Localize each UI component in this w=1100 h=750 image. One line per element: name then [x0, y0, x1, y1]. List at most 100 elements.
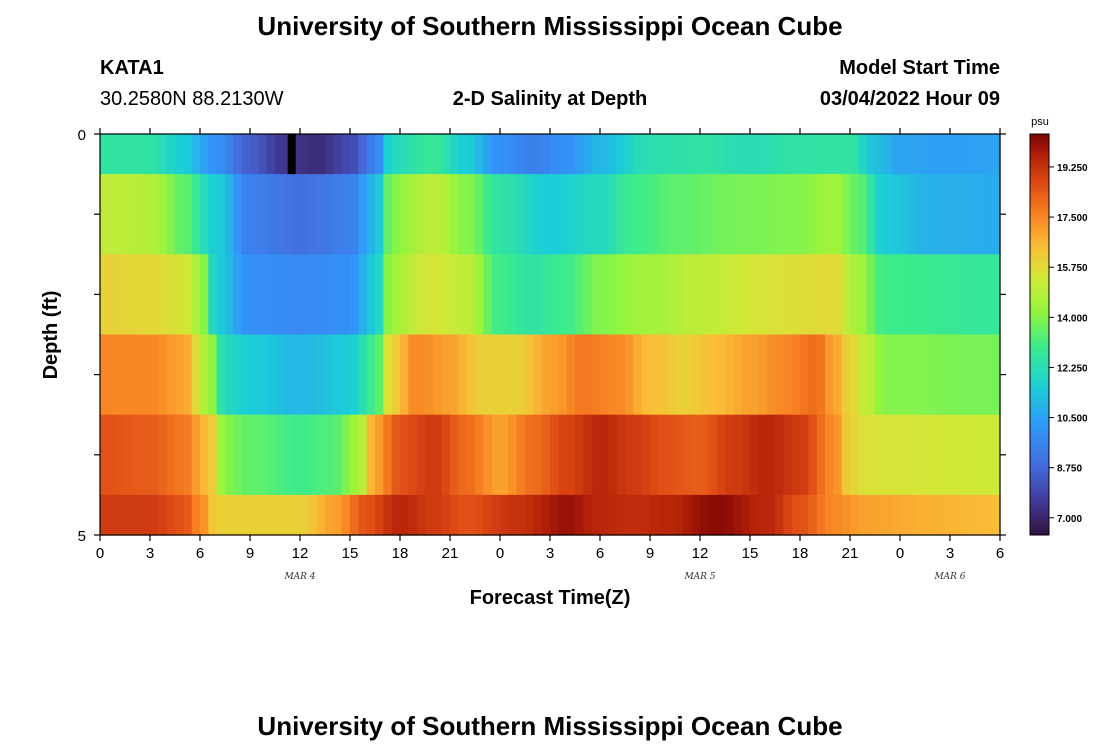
- heatmap-cell: [425, 414, 434, 496]
- heatmap-cell: [175, 414, 184, 496]
- heatmap-cell: [450, 134, 459, 175]
- heatmap-cell: [325, 254, 334, 336]
- heatmap-cell: [225, 134, 234, 175]
- colorbar-ticks: 7.000 8.750 10.500 12.250 14.000 15.750 17.500…: [1049, 163, 1088, 525]
- heatmap-cell: [858, 494, 868, 536]
- heatmap-cell: [983, 134, 993, 175]
- heatmap-cell: [458, 174, 468, 255]
- heatmap-cell: [841, 254, 851, 336]
- heatmap-cell: [591, 174, 601, 255]
- heatmap-cell: [975, 494, 984, 536]
- heatmap-cell: [633, 414, 643, 496]
- heatmap-cell: [358, 134, 368, 175]
- x-tick-label: 0: [496, 545, 504, 562]
- heatmap-cell: [216, 134, 226, 175]
- heatmap-cell: [491, 494, 501, 536]
- heatmap-cell: [350, 174, 359, 255]
- heatmap-cell: [908, 494, 918, 536]
- heatmap-cell: [466, 414, 476, 496]
- heatmap-cell: [558, 134, 568, 175]
- heatmap-cell: [400, 134, 409, 175]
- x-tick-label: 18: [792, 545, 809, 562]
- heatmap-cell: [616, 414, 626, 496]
- heatmap-cell: [808, 134, 818, 175]
- heatmap-cell: [350, 334, 359, 416]
- heatmap-cell: [441, 254, 451, 336]
- colorbar-unit: psu: [1031, 116, 1049, 128]
- heatmap-cell: [425, 134, 434, 175]
- x-tick-label: 12: [692, 545, 709, 562]
- heatmap-cell: [125, 174, 134, 255]
- heatmap-cell: [250, 174, 259, 255]
- heatmap-cell: [683, 334, 693, 416]
- heatmap-cell: [975, 174, 984, 255]
- heatmap-cell: [191, 254, 201, 336]
- heatmap-cell: [758, 494, 768, 536]
- heatmap-cell: [533, 414, 543, 496]
- heatmap-cell: [766, 134, 776, 175]
- heatmap-cell: [850, 494, 859, 536]
- heatmap-cell: [808, 334, 818, 416]
- heatmap-cell: [658, 134, 668, 175]
- heatmap-cell: [550, 414, 559, 496]
- heatmap-cell: [166, 254, 176, 336]
- heatmap-cell: [733, 414, 743, 496]
- heatmap-cell: [200, 174, 209, 255]
- heatmap-cell: [775, 414, 784, 496]
- x-tick-label: 15: [342, 545, 359, 562]
- heatmap-cell: [150, 174, 159, 255]
- heatmap-cell: [908, 174, 918, 255]
- heatmap-cell: [341, 494, 351, 536]
- heatmap-cell: [375, 134, 384, 175]
- heatmap-cell: [800, 174, 809, 255]
- heatmap-cell: [425, 494, 434, 536]
- heatmap-cell: [391, 414, 401, 496]
- heatmap-cell: [133, 414, 143, 496]
- heatmap-cell: [633, 494, 643, 536]
- heatmap-cell: [283, 414, 293, 496]
- heatmap-cell: [650, 254, 659, 336]
- heatmap-cell: [450, 254, 459, 336]
- heatmap-cell: [633, 134, 643, 175]
- heatmap-cell: [375, 334, 384, 416]
- heatmap-cell: [841, 174, 851, 255]
- heatmap-cell: [258, 494, 268, 536]
- heatmap-cell: [708, 254, 718, 336]
- heatmap-cell: [250, 414, 259, 496]
- heatmap-cell: [866, 414, 876, 496]
- heatmap-cell: [208, 174, 218, 255]
- colorbar-tick-label: 8.750: [1057, 464, 1082, 475]
- heatmap-cell: [383, 134, 393, 175]
- heatmap-cell: [116, 334, 126, 416]
- heatmap-cell: [866, 494, 876, 536]
- heatmap-cell: [508, 134, 518, 175]
- x-axis-label: Forecast Time(Z): [470, 587, 631, 609]
- heatmap-cell: [866, 334, 876, 416]
- heatmap-cell: [441, 174, 451, 255]
- heatmap-cell: [316, 174, 326, 255]
- heatmap-cell: [158, 494, 168, 536]
- heatmap-cell: [125, 254, 134, 336]
- heatmap-cell: [375, 254, 384, 336]
- day-label: MAR 6: [933, 572, 965, 582]
- heatmap-cell: [891, 414, 901, 496]
- heatmap-cell: [675, 174, 684, 255]
- heatmap-cell: [783, 334, 793, 416]
- heatmap-cell: [358, 174, 368, 255]
- heatmap-cell: [100, 414, 109, 496]
- heatmap-cell: [525, 334, 534, 416]
- heatmap-cell: [908, 134, 918, 175]
- heatmap-cell: [466, 494, 476, 536]
- heatmap-cell: [100, 174, 109, 255]
- heatmap-cell: [483, 174, 493, 255]
- heatmap-cell: [133, 334, 143, 416]
- heatmap-cell: [566, 174, 576, 255]
- heatmap-cell: [975, 134, 984, 175]
- heatmap-cell: [433, 174, 443, 255]
- heatmap-cell: [950, 174, 959, 255]
- heatmap-cell: [516, 494, 526, 536]
- heatmap-cell: [616, 254, 626, 336]
- heatmap-cell: [241, 174, 251, 255]
- x-tick-label: 18: [392, 545, 409, 562]
- heatmap-cell: [183, 134, 193, 175]
